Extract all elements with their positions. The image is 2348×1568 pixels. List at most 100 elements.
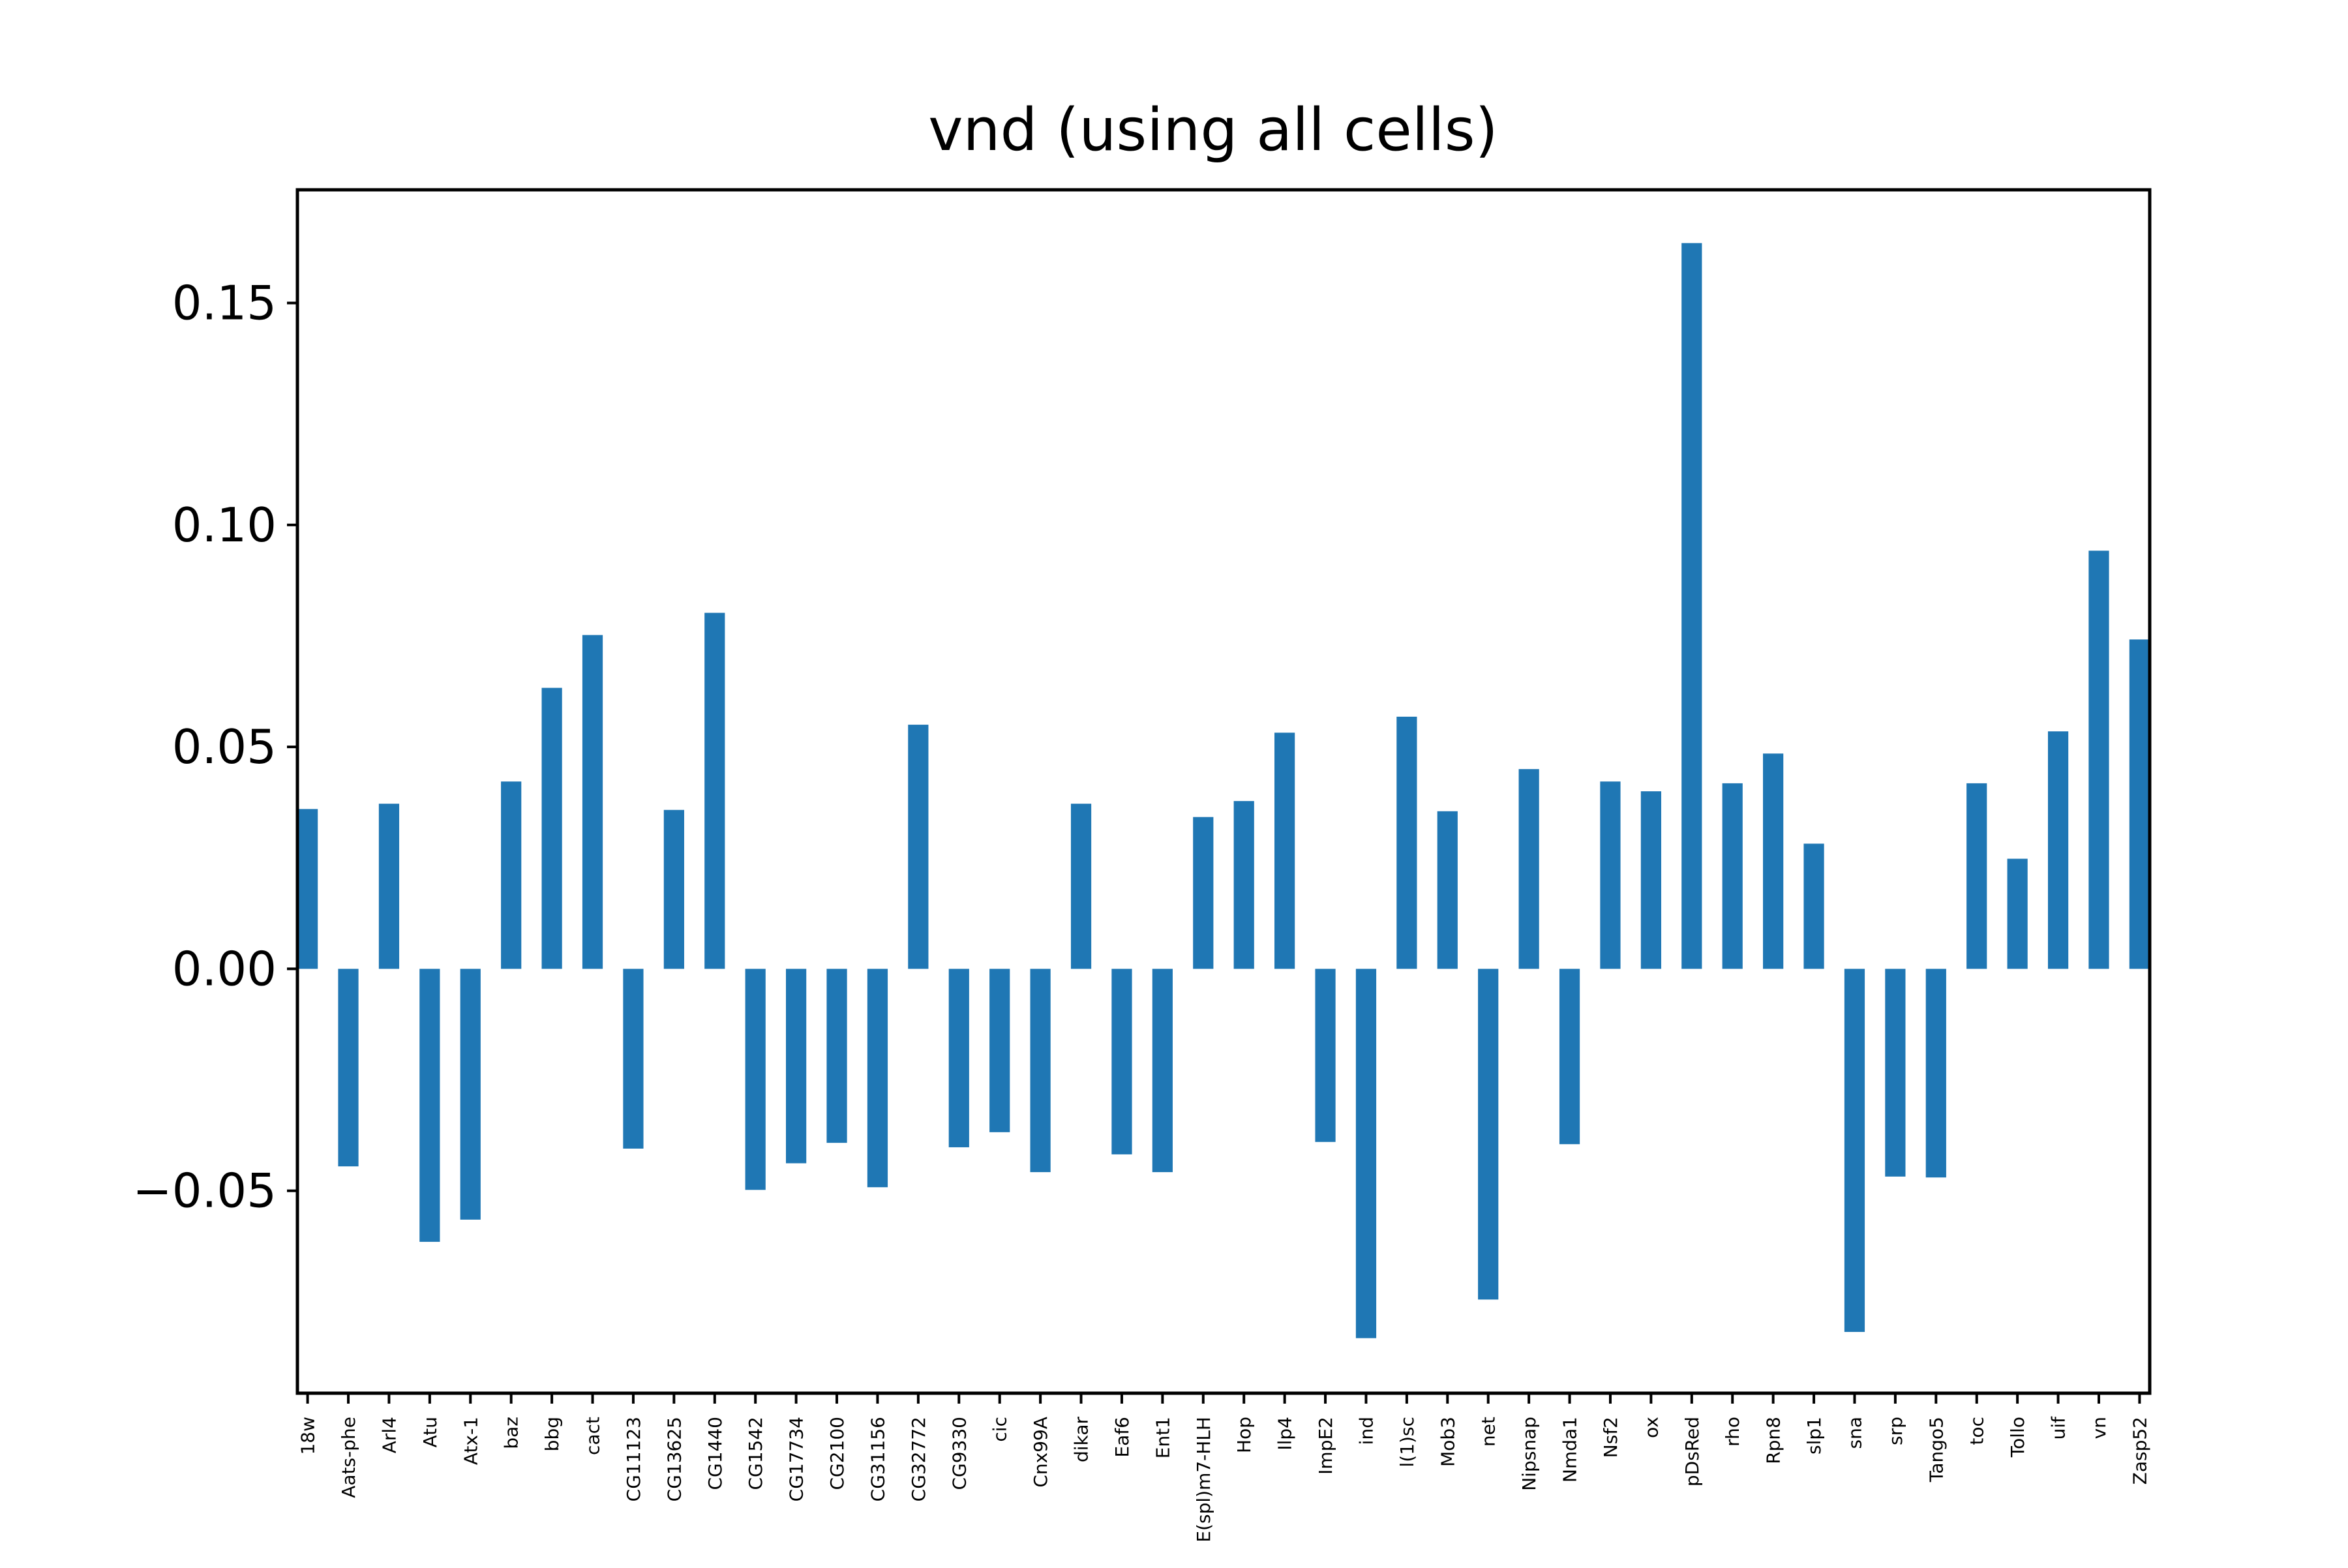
bar-slp1	[1803, 843, 1824, 969]
y-axis: −0.05 0.00 0.05 0.10 0.15	[132, 276, 297, 1218]
y-tick-label: 0.15	[172, 276, 277, 331]
bar-Cnx99A	[1030, 969, 1051, 1173]
x-tick-label: ind	[1355, 1417, 1377, 1445]
x-tick-label: rho	[1722, 1417, 1743, 1447]
x-tick-label: Cnx99A	[1030, 1417, 1051, 1488]
x-tick-label: ImpE2	[1315, 1417, 1336, 1475]
x-tick-label: toc	[1966, 1417, 1988, 1445]
bar-Atu	[419, 969, 440, 1242]
bar-net	[1478, 969, 1499, 1300]
bar-dikar	[1070, 804, 1092, 969]
bar-uif	[2047, 731, 2069, 969]
x-tick-label: Mob3	[1437, 1417, 1458, 1467]
x-tick-label: CG31156	[867, 1417, 888, 1501]
x-axis: 18w Aats-phe Arl4 Atu Atx-1 baz bbg cact CG11123…	[297, 1393, 2150, 1543]
x-tick-label: Nmda1	[1559, 1417, 1581, 1483]
x-tick-label: Rpn8	[1763, 1417, 1784, 1464]
bar-CG13625	[663, 809, 684, 969]
x-tick-label: Nipsnap	[1518, 1417, 1540, 1491]
x-tick-label: Arl4	[378, 1417, 400, 1453]
bar-Eaf6	[1111, 969, 1132, 1154]
bar-Tollo	[2007, 858, 2028, 969]
bar-ox	[1640, 791, 1661, 969]
bar-CG2100	[826, 969, 847, 1143]
x-tick-label: Atx-1	[460, 1417, 481, 1465]
x-tick-label: net	[1478, 1417, 1499, 1447]
bar-Nsf2	[1600, 781, 1621, 969]
bar-bbg	[541, 687, 562, 969]
x-tick-label: CG1542	[745, 1417, 766, 1490]
y-tick-label: 0.05	[172, 719, 277, 774]
bar-CG1542	[745, 969, 766, 1190]
x-tick-label: Atu	[419, 1417, 441, 1447]
bar-Nmda1	[1559, 969, 1580, 1145]
x-tick-label: vn	[2088, 1417, 2110, 1439]
y-tick-label: 0.00	[172, 941, 277, 996]
x-tick-label: CG17734	[786, 1417, 807, 1501]
bar-Ilp4	[1274, 732, 1295, 969]
bar-l(1)sc	[1396, 716, 1417, 969]
bar-Tango5	[1925, 969, 1946, 1178]
bar-18w	[297, 809, 318, 969]
bar-Arl4	[378, 804, 400, 969]
bar-rho	[1722, 783, 1743, 969]
bar-Aats-phe	[338, 969, 359, 1167]
bar-Atx-1	[460, 969, 481, 1220]
x-tick-label: Ilp4	[1274, 1417, 1296, 1451]
bar-srp	[1885, 969, 1906, 1177]
x-tick-label: CG32772	[908, 1417, 929, 1501]
bar-Ent1	[1152, 969, 1173, 1173]
x-tick-label: CG9330	[948, 1417, 970, 1490]
y-tick-label: −0.05	[132, 1164, 277, 1218]
x-tick-label: Zasp52	[2129, 1417, 2150, 1485]
chart-title: vnd (using all cells)	[928, 96, 1498, 164]
bar-cic	[989, 969, 1010, 1132]
bar-CG17734	[786, 969, 807, 1164]
x-tick-label: sna	[1844, 1417, 1865, 1449]
bar-Zasp52	[2129, 639, 2150, 969]
x-tick-label: Hop	[1233, 1417, 1255, 1453]
x-tick-label: Ent1	[1152, 1417, 1173, 1458]
x-tick-label: uif	[2048, 1416, 2070, 1440]
bar-sna	[1844, 969, 1865, 1333]
x-tick-label: CG2100	[826, 1417, 848, 1490]
x-tick-label: Nsf2	[1600, 1417, 1621, 1458]
x-tick-label: cic	[989, 1417, 1011, 1442]
bars	[297, 243, 2150, 1338]
bar-ind	[1355, 969, 1377, 1338]
x-tick-label: baz	[501, 1417, 522, 1449]
x-tick-label: Tango5	[1925, 1417, 1947, 1483]
x-tick-label: cact	[582, 1417, 604, 1455]
bar-E(spl)m7-HLH	[1193, 817, 1214, 969]
bar-Rpn8	[1763, 753, 1784, 969]
bar-cact	[582, 635, 603, 969]
x-tick-label: ox	[1640, 1417, 1662, 1438]
x-tick-label: 18w	[297, 1417, 319, 1455]
x-tick-label: bbg	[541, 1417, 563, 1451]
bar-CG32772	[908, 725, 929, 969]
bar-CG1440	[704, 612, 725, 969]
x-tick-label: Eaf6	[1111, 1417, 1133, 1458]
bar-Hop	[1233, 801, 1254, 969]
y-tick-label: 0.10	[172, 498, 277, 552]
plot-frame	[295, 188, 2152, 1395]
x-tick-label: l(1)sc	[1396, 1417, 1418, 1467]
bar-pDsRed	[1681, 243, 1702, 969]
bar-ImpE2	[1315, 969, 1336, 1142]
x-tick-label: pDsRed	[1681, 1417, 1703, 1486]
bar-CG11123	[623, 969, 644, 1149]
x-tick-label: slp1	[1803, 1417, 1825, 1455]
bar-CG9330	[948, 969, 969, 1147]
x-tick-label: Aats-phe	[338, 1417, 359, 1498]
x-tick-label: E(spl)m7-HLH	[1193, 1417, 1214, 1543]
bar-vn	[2088, 550, 2109, 969]
x-tick-label: srp	[1885, 1417, 1906, 1445]
x-tick-label: CG1440	[704, 1417, 726, 1490]
bar-CG31156	[867, 969, 888, 1188]
x-tick-label: Tollo	[2007, 1417, 2028, 1458]
x-tick-label: CG13625	[663, 1417, 685, 1501]
x-tick-label: dikar	[1071, 1417, 1092, 1462]
